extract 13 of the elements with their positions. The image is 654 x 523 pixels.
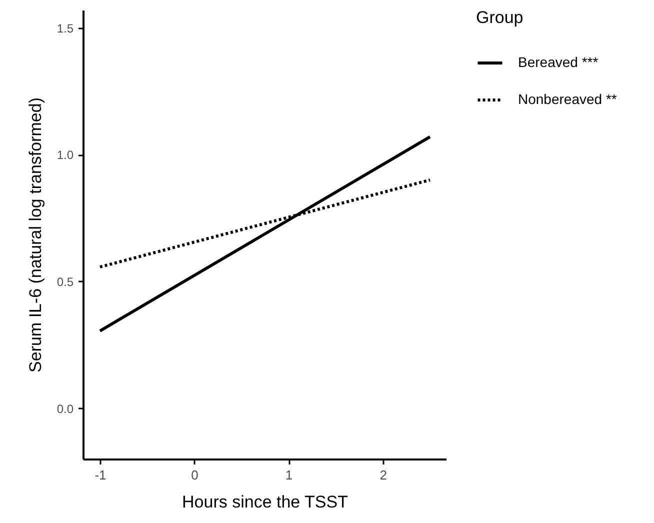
x-axis-title: Hours since the TSST <box>182 492 348 512</box>
y-tick-label: 1.5 <box>56 21 74 36</box>
x-tick-label: 2 <box>380 468 387 482</box>
x-tick-label: -1 <box>94 468 106 482</box>
y-tick-label: 0.5 <box>56 274 74 289</box>
x-tick-label: 0 <box>191 468 198 482</box>
x-tick-label: 1 <box>285 468 293 482</box>
y-axis-title: Serum IL-6 (natural log transformed) <box>26 98 45 372</box>
legend-title: Group <box>476 8 524 27</box>
y-tick-label: 0.0 <box>56 402 74 416</box>
legend-label: Nonbereaved ** <box>518 91 618 107</box>
y-tick-label: 1.0 <box>56 148 74 162</box>
legend-label: Bereaved *** <box>518 54 599 70</box>
